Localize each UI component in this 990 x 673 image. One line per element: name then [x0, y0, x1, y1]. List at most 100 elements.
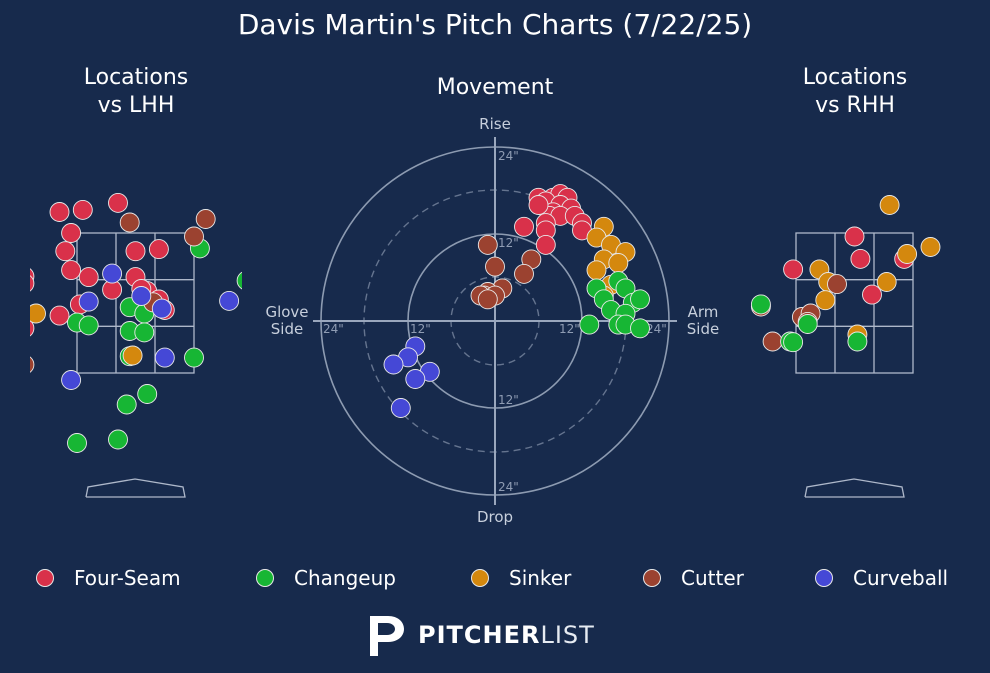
- movement-point-four-seam: [514, 216, 534, 237]
- rhh-point-sinker: [879, 195, 900, 215]
- legend-label-sinker: Sinker: [509, 566, 572, 590]
- ring-label-24-bottom: 24": [498, 480, 519, 494]
- movement-points: [383, 184, 650, 418]
- lhh-point-four-seam: [49, 305, 70, 326]
- lhh-point-curveball: [154, 347, 175, 368]
- legend-swatch-sinker: [471, 569, 489, 587]
- legend-swatch-curveball: [815, 569, 833, 587]
- legend-item-four-seam: Four-Seam: [36, 562, 181, 594]
- lhh-point-four-seam: [72, 199, 93, 220]
- legend-item-changeup: Changeup: [256, 562, 396, 594]
- rhh-point-sinker: [897, 244, 918, 264]
- lhh-point-changeup: [108, 429, 128, 450]
- legend-swatch-four-seam: [36, 569, 54, 587]
- legend-item-cutter: Cutter: [643, 562, 744, 594]
- movement-point-cutter: [477, 234, 498, 255]
- rhh-title-line1: Locations: [802, 65, 908, 90]
- lhh-point-changeup: [9, 348, 28, 367]
- lhh-point-four-seam: [78, 267, 99, 288]
- rhh-point-changeup: [797, 314, 818, 334]
- chart-title: Davis Martin's Pitch Charts (7/22/25): [237, 8, 753, 41]
- legend-item-curveball: Curveball: [815, 562, 948, 594]
- rhh-title-line2: vs RHH: [815, 93, 895, 118]
- legend-label-cutter: Cutter: [681, 566, 744, 590]
- lhh-points: [9, 192, 242, 453]
- ring-label-12-top: 12": [498, 236, 519, 250]
- lhh-point-curveball: [131, 286, 152, 306]
- rhh-points: [750, 195, 941, 353]
- movement-point-changeup: [579, 314, 600, 335]
- legend-swatch-changeup: [256, 569, 274, 587]
- movement-point-changeup: [630, 318, 650, 339]
- movement-point-four-seam: [528, 195, 549, 215]
- logo-text-bold: PITCHER: [418, 621, 541, 649]
- rhh-point-cutter: [762, 331, 783, 352]
- ring-label-12-left: 12": [410, 322, 431, 336]
- axis-label-glove-line2: Side: [271, 320, 303, 338]
- pitcherlist-logo: PITCHERLIST: [366, 612, 595, 658]
- rhh-point-sinker: [920, 237, 941, 257]
- lhh-point-four-seam: [61, 223, 82, 243]
- lhh-point-cutter: [195, 209, 216, 229]
- movement-point-curveball: [405, 369, 426, 389]
- lhh-point-curveball: [61, 370, 82, 390]
- lhh-point-cutter: [184, 226, 204, 247]
- movement-panel-title: Movement: [436, 75, 554, 100]
- rhh-point-cutter: [827, 274, 847, 295]
- lhh-title-line2: vs LHH: [97, 93, 175, 118]
- axis-label-arm-line1: Arm: [688, 303, 719, 321]
- lhh-title-line1: Locations: [83, 65, 189, 90]
- lhh-point-sinker: [30, 303, 46, 324]
- lhh-point-four-seam: [30, 319, 35, 337]
- axis-label-arm-line2: Side: [687, 320, 719, 338]
- movement-point-cutter: [514, 263, 534, 284]
- lhh-panel-title: Locations vs LHH: [36, 64, 236, 120]
- lhh-point-cutter: [119, 212, 140, 233]
- ring-label-12-bottom: 12": [498, 393, 519, 407]
- legend-label-changeup: Changeup: [294, 566, 396, 590]
- lhh-point-four-seam: [55, 241, 76, 262]
- movement-point-sinker: [586, 260, 607, 281]
- lhh-home-plate: [85, 478, 186, 498]
- lhh-point-four-seam: [108, 192, 128, 213]
- rhh-point-changeup: [750, 294, 771, 315]
- lhh-point-changeup: [137, 384, 158, 404]
- movement-point-cutter: [485, 256, 505, 277]
- rhh-point-four-seam: [783, 259, 804, 280]
- rhh-point-four-seam: [850, 248, 871, 269]
- legend-label-four-seam: Four-Seam: [74, 566, 181, 590]
- rhh-panel-title: Locations vs RHH: [755, 64, 955, 120]
- movement-point-cutter: [477, 289, 498, 310]
- logo-text-light: LIST: [540, 621, 595, 649]
- lhh-point-changeup: [78, 315, 99, 336]
- movement-point-curveball: [390, 398, 411, 418]
- lhh-point-curveball: [219, 290, 240, 311]
- lhh-point-changeup: [134, 322, 155, 343]
- lhh-point-curveball: [102, 263, 123, 284]
- lhh-point-curveball: [78, 291, 99, 312]
- lhh-point-changeup: [236, 271, 242, 290]
- ring-label-24-right: 24": [646, 322, 667, 336]
- lhh-point-changeup: [116, 394, 137, 415]
- legend: Four-Seam Changeup Sinker Cutter Curveba…: [0, 562, 990, 594]
- rhh-point-changeup: [783, 332, 804, 353]
- lhh-point-cutter: [30, 356, 35, 373]
- rhh-point-sinker: [815, 290, 836, 311]
- movement-point-curveball: [383, 354, 404, 375]
- lhh-point-curveball: [151, 298, 172, 319]
- rhh-home-plate: [804, 478, 905, 498]
- pitcherlist-logo-text: PITCHERLIST: [418, 621, 595, 649]
- axis-label-rise: Rise: [479, 115, 511, 133]
- lhh-point-changeup: [184, 347, 204, 368]
- legend-item-sinker: Sinker: [471, 562, 571, 594]
- movement-point-four-seam: [535, 234, 556, 255]
- rhh-point-four-seam: [844, 226, 865, 247]
- ring-label-12-right: 12": [559, 322, 580, 336]
- movement-ring-labels: 24" 12" 12" 24" 24" 12" 12" 24": [323, 149, 667, 494]
- rhh-point-sinker: [876, 272, 897, 292]
- ring-label-24-top: 24": [498, 149, 519, 163]
- lhh-point-sinker: [122, 345, 143, 366]
- legend-label-curveball: Curveball: [853, 566, 949, 590]
- rhh-point-changeup: [847, 331, 868, 352]
